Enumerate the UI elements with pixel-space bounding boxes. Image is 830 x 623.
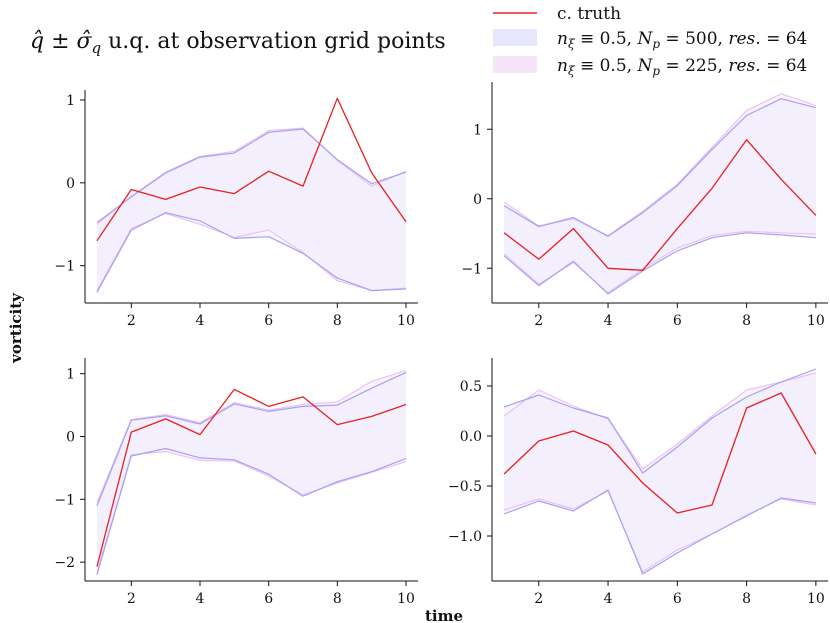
y-tick-label: 1 [66, 367, 75, 383]
x-axis-label: time [425, 607, 463, 623]
line-truth [96, 97, 407, 242]
legend-ens-a-swatch [493, 29, 537, 46]
y-tick-label: 0 [473, 192, 482, 208]
y-tick-label: −1 [54, 492, 75, 508]
x-tick-label: 6 [264, 313, 273, 329]
legend-truth-label: c. truth [557, 4, 621, 24]
y-tick-label: 1 [473, 122, 482, 138]
legend-ens-b-swatch [493, 56, 537, 73]
y-axis-label: vorticity [7, 292, 25, 364]
line-ens-b-lower [96, 451, 407, 573]
line-truth [503, 392, 817, 514]
band-ens-a [504, 369, 816, 574]
line-ens-a-lower [96, 212, 407, 293]
x-tick-label: 8 [333, 313, 342, 329]
line-ens-b-upper [96, 370, 407, 503]
y-tick-label: −0.5 [448, 479, 482, 495]
x-tick-label: 6 [673, 591, 682, 607]
line-ens-a-lower [503, 489, 816, 575]
x-tick-label: 8 [742, 313, 751, 329]
x-tick-label: 4 [196, 591, 205, 607]
line-ens-a-lower [96, 447, 407, 575]
line-ens-b-upper [503, 372, 817, 470]
x-tick-label: 8 [742, 591, 751, 607]
x-tick-label: 6 [673, 313, 682, 329]
line-ens-a-upper [503, 368, 817, 474]
y-tick-label: −1 [54, 259, 75, 275]
x-tick-label: 10 [807, 313, 825, 329]
x-tick-label: 10 [807, 591, 825, 607]
x-tick-label: 10 [397, 591, 415, 607]
x-tick-label: 2 [127, 591, 136, 607]
line-truth [503, 139, 817, 271]
figure-title: q̂ ± σ̂q u.q. at observation grid points [30, 29, 446, 57]
x-tick-label: 6 [264, 591, 273, 607]
title-rest: u.q. at observation grid points [101, 29, 446, 54]
panel-2: 2 4 6 8 10 −1 0 1 [461, 82, 828, 329]
legend-ens-b-label: nξ ≡ 0.5, Np = 225, res. = 64 [557, 56, 807, 78]
title-subscript: q [92, 39, 102, 57]
line-ens-a-upper [96, 371, 407, 506]
panel-3: 2 4 6 8 10 −2 −1 0 1 [54, 358, 418, 607]
x-tick-label: 4 [604, 313, 613, 329]
panel-4: 2 4 6 8 10 0.5 0.0 −0.5 −1.0 [448, 358, 828, 607]
panels: 2 4 6 8 10 −1 0 1 2 4 6 8 10 −1 0 1 2 4 6 8 10 −2 −1 0 1 2 4 6 8 10 0.… [54, 82, 828, 607]
x-tick-label: 2 [534, 313, 543, 329]
y-tick-label: 0.5 [460, 379, 482, 395]
legend-ens-a-label: nξ ≡ 0.5, Np = 500, res. = 64 [557, 29, 807, 51]
title-symbols: q̂ ± σ̂ [30, 29, 93, 54]
y-tick-label: 1 [66, 93, 75, 109]
y-tick-label: −1 [461, 261, 482, 277]
x-tick-label: 2 [127, 313, 136, 329]
x-tick-label: 10 [397, 313, 415, 329]
x-tick-label: 4 [604, 591, 613, 607]
line-ens-a-upper [503, 98, 817, 237]
x-tick-label: 4 [196, 313, 205, 329]
y-tick-label: −1.0 [448, 529, 482, 545]
line-ens-b-upper [96, 127, 407, 225]
line-ens-a-upper [96, 128, 407, 224]
band-ens-a [504, 98, 816, 294]
band-ens-a [97, 129, 406, 293]
legend: c. truth nξ ≡ 0.5, Np = 500, res. = 64 n… [493, 4, 807, 78]
x-tick-label: 2 [534, 591, 543, 607]
panel-1: 2 4 6 8 10 −1 0 1 [54, 90, 418, 329]
line-ens-a-lower [503, 232, 816, 295]
y-tick-label: 0 [66, 430, 75, 446]
y-tick-label: 0 [66, 176, 75, 192]
x-tick-label: 8 [333, 591, 342, 607]
y-tick-label: −2 [54, 555, 75, 571]
band-ens-a [97, 372, 406, 575]
line-truth [96, 388, 407, 567]
y-tick-label: 0.0 [460, 429, 482, 445]
